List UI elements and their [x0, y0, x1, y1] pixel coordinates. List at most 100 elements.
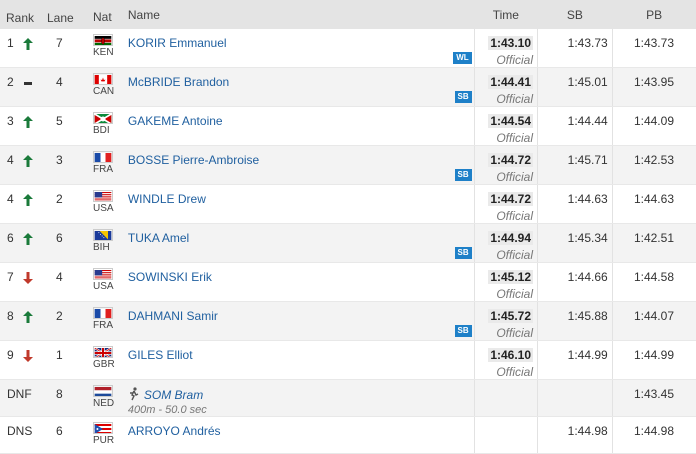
rank-value: 9	[7, 348, 19, 362]
athlete-name-link[interactable]: SOM Bram	[144, 388, 203, 402]
rank-value: 6	[7, 231, 19, 245]
name-cell: WINDLE Drew	[128, 185, 474, 224]
athlete-name-link[interactable]: WINDLE Drew	[128, 192, 206, 206]
sb-value: 1:45.71	[538, 146, 613, 185]
rank-cell: 2	[0, 68, 43, 107]
table-row: DNF 8 NED SOM Bram 400m - 50.0 sec 1:43.…	[0, 380, 696, 417]
table-row: 8 2 FRA DAHMANI Samir SB 1:45.72 Official…	[0, 302, 696, 341]
time-cell	[474, 417, 537, 454]
sb-value: 1:43.73	[538, 29, 613, 68]
pur-flag	[93, 422, 113, 434]
result-time: 1:44.94	[488, 231, 533, 245]
lane-value: 5	[43, 107, 86, 146]
time-cell: 1:44.54 Official	[474, 107, 537, 146]
rank-cell: 9	[0, 341, 43, 380]
bih-flag	[93, 229, 113, 241]
lane-value: 4	[43, 263, 86, 302]
athlete-name-link[interactable]: McBRIDE Brandon	[128, 75, 229, 89]
athlete-name-link[interactable]: BOSSE Pierre-Ambroise	[128, 153, 259, 167]
result-status: Official	[475, 92, 533, 106]
pb-value: 1:44.63	[612, 185, 696, 224]
table-row: DNS 6 PUR ARROYO Andrés 1:44.98 1:44.98	[0, 417, 696, 454]
lane-value: 7	[43, 29, 86, 68]
ned-flag	[93, 385, 113, 397]
lane-value: 2	[43, 185, 86, 224]
col-header-nat[interactable]: Nat	[86, 0, 128, 29]
rank-cell: 8	[0, 302, 43, 341]
col-header-lane[interactable]: Lane	[43, 0, 86, 29]
time-cell: 1:44.94 Official	[474, 224, 537, 263]
nat-code: BDI	[93, 125, 128, 136]
table-row: 1 7 KEN KORIR Emmanuel WL 1:43.10 Officia…	[0, 29, 696, 68]
nat-code: BIH	[93, 242, 128, 253]
arrow-up-icon	[22, 37, 34, 51]
fra-flag	[93, 151, 113, 163]
name-cell: DAHMANI Samir SB	[128, 302, 474, 341]
result-status: Official	[475, 248, 533, 262]
sb-value	[538, 380, 613, 417]
pb-value: 1:44.99	[612, 341, 696, 380]
time-cell: 1:45.72 Official	[474, 302, 537, 341]
athlete-name-link[interactable]: TUKA Amel	[128, 231, 189, 245]
pb-value: 1:44.58	[612, 263, 696, 302]
arrow-up-icon	[22, 310, 34, 324]
sb-value: 1:44.44	[538, 107, 613, 146]
rank-value: 3	[7, 114, 19, 128]
sb-value: 1:45.34	[538, 224, 613, 263]
athlete-name-link[interactable]: DAHMANI Samir	[128, 309, 218, 323]
result-time: 1:44.72	[488, 192, 533, 206]
record-badge: WL	[453, 52, 471, 64]
time-cell	[474, 380, 537, 417]
nat-code: FRA	[93, 320, 128, 331]
gbr-flag	[93, 346, 113, 358]
nat-cell: FRA	[86, 146, 128, 185]
name-cell: SOWINSKI Erik	[128, 263, 474, 302]
table-row: 9 1 GBR GILES Elliot 1:46.10 Official 1:…	[0, 341, 696, 380]
result-time: 1:44.41	[488, 75, 533, 89]
nat-code: USA	[93, 203, 128, 214]
sb-value: 1:44.63	[538, 185, 613, 224]
name-cell: SOM Bram 400m - 50.0 sec	[128, 380, 474, 417]
athlete-name-link[interactable]: KORIR Emmanuel	[128, 36, 227, 50]
athlete-name-link[interactable]: SOWINSKI Erik	[128, 270, 212, 284]
pb-value: 1:42.51	[612, 224, 696, 263]
no-change-icon	[22, 76, 34, 90]
table-row: 4 3 FRA BOSSE Pierre-Ambroise SB 1:44.72 …	[0, 146, 696, 185]
time-cell: 1:44.72 Official	[474, 146, 537, 185]
dnf-note: 400m - 50.0 sec	[128, 404, 474, 416]
arrow-up-icon	[22, 232, 34, 246]
result-time: 1:45.12	[488, 270, 533, 284]
arrow-up-icon	[22, 115, 34, 129]
rank-cell: 3	[0, 107, 43, 146]
athlete-name-link[interactable]: GILES Elliot	[128, 348, 193, 362]
col-header-rank[interactable]: Rank	[0, 0, 43, 29]
nat-cell: GBR	[86, 341, 128, 380]
time-cell: 1:44.41 Official	[474, 68, 537, 107]
col-header-name[interactable]: Name	[128, 0, 474, 29]
rank-cell: DNS	[0, 417, 43, 454]
table-row: 4 2 USA WINDLE Drew 1:44.72 Official 1:4…	[0, 185, 696, 224]
rank-value: 4	[7, 153, 19, 167]
rank-value: 8	[7, 309, 19, 323]
table-row: 3 5 BDI GAKEME Antoine 1:44.54 Official …	[0, 107, 696, 146]
lane-value: 3	[43, 146, 86, 185]
sb-value: 1:44.98	[538, 417, 613, 454]
athlete-name-link[interactable]: GAKEME Antoine	[128, 114, 223, 128]
col-header-pb[interactable]: PB	[612, 0, 696, 29]
arrow-up-icon	[22, 154, 34, 168]
arrow-down-icon	[22, 349, 34, 363]
pb-value: 1:42.53	[612, 146, 696, 185]
rank-cell: 6	[0, 224, 43, 263]
result-status: Official	[475, 287, 533, 301]
result-status: Official	[475, 209, 533, 223]
record-badge: SB	[455, 91, 472, 103]
time-cell: 1:46.10 Official	[474, 341, 537, 380]
col-header-time[interactable]: Time	[474, 0, 537, 29]
athlete-name-link[interactable]: ARROYO Andrés	[128, 424, 221, 438]
record-badge: SB	[455, 169, 472, 181]
pb-value: 1:43.45	[612, 380, 696, 417]
col-header-sb[interactable]: SB	[538, 0, 613, 29]
result-time: 1:44.72	[488, 153, 533, 167]
table-row: 7 4 USA SOWINSKI Erik 1:45.12 Official 1…	[0, 263, 696, 302]
rank-cell: 1	[0, 29, 43, 68]
